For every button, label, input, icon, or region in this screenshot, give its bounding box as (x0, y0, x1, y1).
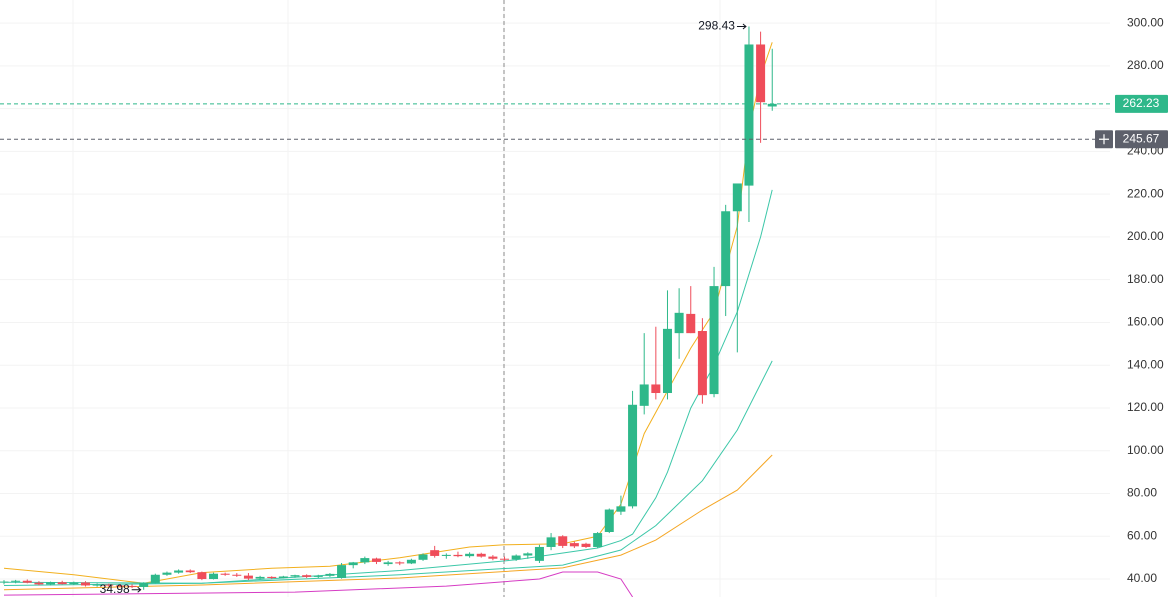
candle-body (185, 570, 195, 573)
candle-body (767, 103, 777, 107)
candle-body (313, 575, 323, 577)
y-tick-label: 60.00 (1127, 528, 1157, 542)
plot: 298.43 34.98 (0, 19, 777, 597)
price-tag-label: 262.23 (1123, 96, 1160, 110)
high-label: 298.43 (698, 19, 735, 33)
candle-body (558, 536, 568, 546)
candle-body (406, 559, 416, 564)
candle-body (92, 584, 102, 586)
candle-body (162, 572, 172, 575)
candle-body (371, 558, 381, 562)
candle-body (232, 574, 242, 576)
candle-body (80, 582, 90, 586)
candle-body (325, 573, 335, 576)
indicator-line (3, 189, 773, 586)
candle-body (22, 580, 32, 583)
candle-body (581, 543, 591, 547)
candle-body (243, 575, 253, 579)
candle-body (57, 582, 67, 585)
candle-body (686, 313, 696, 334)
candle-body (593, 533, 603, 547)
candle-body (546, 537, 556, 547)
candle-body (488, 556, 498, 559)
candle-body (721, 211, 731, 287)
y-tick-label: 80.00 (1127, 486, 1157, 500)
candle-body (267, 576, 277, 578)
price-tag (1115, 94, 1168, 113)
candle-body (476, 553, 486, 557)
candle-body (11, 580, 21, 582)
candle-body (127, 585, 137, 587)
candle-body (139, 582, 149, 587)
candle-body (430, 550, 440, 556)
candle-body (732, 183, 742, 212)
candle-body (453, 554, 463, 557)
y-tick-label: 100.00 (1127, 443, 1164, 457)
candle-body (302, 575, 312, 577)
candle-body (756, 44, 766, 103)
y-tick-label: 300.00 (1127, 15, 1164, 29)
plus-icon (1099, 134, 1109, 145)
candle-body (441, 554, 451, 556)
y-tick-label: 40.00 (1127, 571, 1157, 585)
candle-body (0, 581, 9, 583)
candle-body (290, 575, 300, 577)
y-tick-label: 120.00 (1127, 400, 1164, 414)
y-tick-label: 180.00 (1127, 272, 1164, 286)
candle-body (744, 44, 754, 186)
indicator-line (3, 454, 773, 591)
candle-body (418, 554, 428, 560)
candle-body (651, 384, 661, 394)
low-arrow (131, 586, 142, 593)
candle-body (465, 553, 475, 557)
candle-body (360, 558, 370, 563)
y-tick-label: 220.00 (1127, 186, 1164, 200)
y-tick-label: 280.00 (1127, 58, 1164, 72)
indicator-line (3, 42, 773, 584)
candle-body (639, 384, 649, 406)
candle-body (534, 546, 544, 561)
candle-body (511, 555, 521, 560)
price-tag (1115, 130, 1168, 149)
low-label: 34.98 (100, 582, 130, 596)
candle-body (348, 562, 358, 566)
candle-body (697, 331, 707, 396)
candle-body (34, 582, 44, 585)
candle-body (220, 573, 230, 575)
candle-body (150, 574, 160, 583)
candle-body (616, 506, 626, 512)
candle-body (197, 572, 207, 580)
candle-body (174, 570, 184, 573)
candle-body (674, 312, 684, 334)
y-tick-label: 140.00 (1127, 357, 1164, 371)
candle-body (209, 573, 219, 580)
candle-body (278, 576, 288, 578)
candle-body (46, 582, 56, 585)
candle-body (395, 562, 405, 564)
candle-body (255, 576, 265, 579)
candle-body (115, 585, 125, 587)
candle-body (383, 562, 393, 565)
high-arrow (736, 23, 747, 30)
indicator-line (3, 571, 634, 597)
candle-body (662, 328, 672, 394)
candle-body (628, 404, 638, 507)
y-tick-label: 160.00 (1127, 315, 1164, 329)
candle-body (709, 286, 719, 395)
grid (0, 22, 1110, 580)
y-tick-label: 200.00 (1127, 229, 1164, 243)
candle-body (523, 553, 533, 556)
candle-body (104, 584, 114, 586)
candle-body (337, 565, 347, 578)
candle-body (500, 558, 510, 560)
candle-body (569, 543, 579, 547)
indicator-line (3, 360, 773, 584)
price-tag-label: 245.67 (1123, 131, 1160, 145)
candle-body (604, 509, 614, 532)
candle-body (69, 582, 79, 585)
